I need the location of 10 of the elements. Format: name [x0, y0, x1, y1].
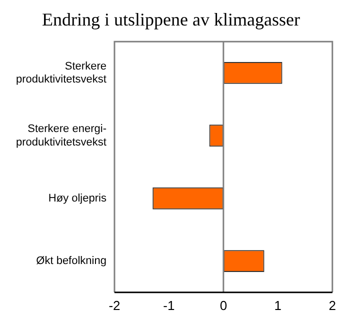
y-tick-label: Sterkere energi- produktivitetsvekst: [16, 123, 107, 148]
x-tick-label: -1: [163, 298, 175, 313]
chart-title: Endring i utslippene av klimagasser: [42, 10, 300, 30]
x-tick-label: 1: [274, 298, 282, 313]
y-tick-label: Økt befolkning: [36, 255, 106, 268]
y-tick-label: Høy oljepris: [48, 192, 107, 204]
x-tick-label: 2: [328, 298, 336, 313]
x-tick-label: 0: [220, 298, 228, 313]
y-tick-label: Sterkere produktivitetsvekst: [16, 60, 106, 86]
x-tick-label: -2: [108, 298, 120, 313]
